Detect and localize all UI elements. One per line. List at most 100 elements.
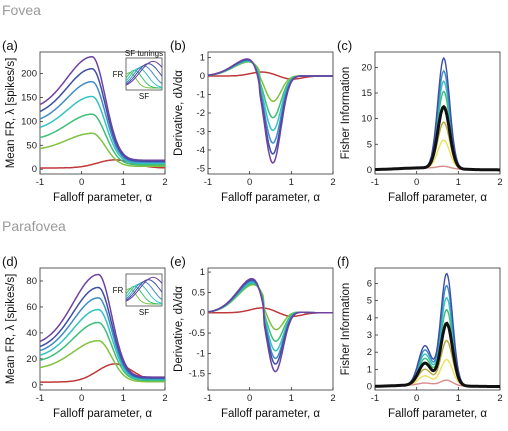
y-tick-label: 4	[367, 313, 372, 324]
y-tick-label: -4	[197, 145, 205, 156]
x-tick-label: 1	[121, 393, 126, 404]
series-line-2	[40, 113, 165, 166]
x-tick-label: -1	[371, 393, 379, 404]
series-group	[375, 272, 500, 388]
y-tick-label: 100	[21, 116, 37, 127]
y-tick-label: 3	[367, 330, 372, 341]
y-tick-label: 5	[367, 296, 372, 307]
x-tick-label: 0	[414, 393, 419, 404]
x-tick-label: 2	[497, 177, 502, 188]
inset-xlabel: SF	[139, 308, 149, 317]
plot-frame	[374, 267, 501, 391]
panel-e: (e) -1 0 1 2 1 0.5 0 -0.5 -1 -1.5 Falloff parameter…	[170, 254, 336, 420]
inset-sf-tunings: SF FR	[113, 273, 163, 317]
series-line-3	[40, 308, 165, 381]
y-tick-label: 0	[32, 164, 37, 175]
panel-label: (f)	[337, 254, 349, 269]
y-tick-label: 2	[367, 347, 372, 358]
x-axis-label: Falloff parameter, α	[53, 192, 152, 204]
x-tick-label: 0	[247, 393, 252, 404]
x-axis-label: Falloff parameter, α	[221, 192, 320, 204]
x-axis-label: Falloff parameter, α	[221, 408, 320, 420]
x-tick-label: 2	[330, 177, 335, 188]
series-group	[208, 277, 333, 373]
x-tick-label: 0	[79, 393, 84, 404]
series-line-4	[40, 80, 165, 163]
y-axis-label: Mean FR, λ [spikes/s]	[5, 58, 17, 169]
x-tick-label: -1	[204, 393, 212, 404]
panel-label: (b)	[170, 38, 186, 53]
series-line-mean	[375, 104, 500, 172]
x-tick-label: -1	[36, 177, 44, 188]
y-axis-label: Fisher Information	[340, 283, 352, 376]
x-tick-label: 1	[456, 177, 461, 188]
panel-a: (a) -1 0 1 2 0 50 100 150 200 Falloff parameter, α…	[2, 38, 168, 204]
y-tick-label: 20	[361, 62, 372, 73]
y-tick-label: -5	[197, 163, 205, 174]
series-line-6	[208, 277, 333, 373]
y-tick-label: 200	[21, 69, 37, 80]
inset-ylabel: FR	[113, 286, 124, 295]
inset-title: SF tunings	[125, 49, 163, 58]
inset-ylabel: FR	[113, 70, 124, 79]
y-tick-label: 0	[200, 308, 205, 319]
panel-label: (e)	[170, 254, 186, 269]
plot-frame	[39, 51, 166, 175]
series-line-1	[208, 61, 333, 102]
series-line-5	[40, 67, 165, 162]
x-tick-label: -1	[36, 393, 44, 404]
series-line-2	[40, 321, 165, 382]
inset-curve	[125, 67, 163, 88]
plot-frame	[207, 267, 334, 391]
x-tick-label: 1	[121, 177, 126, 188]
y-tick-label: 80	[26, 276, 37, 287]
row-title-fovea: Fovea	[2, 2, 41, 18]
y-tick-label: 10	[361, 114, 372, 125]
x-axis-label: Falloff parameter, α	[53, 408, 152, 420]
series-line-6	[40, 273, 165, 378]
series-line-6	[40, 56, 165, 161]
series-group	[208, 58, 333, 164]
y-tick-label: 40	[26, 328, 37, 339]
plot-frame	[39, 267, 166, 391]
y-tick-label: 1	[200, 267, 205, 278]
series-group	[375, 56, 500, 172]
y-tick-label: 1	[200, 53, 205, 64]
y-tick-label: 1	[367, 364, 372, 375]
y-tick-label: 150	[21, 92, 37, 103]
y-tick-label: -1.5	[189, 369, 205, 380]
inset-curve	[125, 279, 163, 301]
x-tick-label: 1	[289, 177, 294, 188]
x-axis-label: Falloff parameter, α	[388, 408, 487, 420]
x-tick-label: 2	[162, 393, 167, 404]
panel-label: (d)	[2, 254, 18, 269]
panel-b: (b) -1 0 1 2 1 0 -1 -2 -3 -4 -5 Falloff parameter, α…	[170, 38, 336, 204]
x-tick-label: 2	[162, 177, 167, 188]
y-tick-label: -2	[197, 108, 205, 119]
x-tick-label: 0	[247, 177, 252, 188]
y-tick-label: 20	[26, 354, 37, 365]
y-axis-label: Derivative, dλ/dα	[173, 70, 185, 156]
y-tick-label: -1	[197, 348, 205, 359]
y-tick-label: 0	[367, 165, 372, 176]
y-tick-label: -1	[197, 90, 205, 101]
x-tick-label: 2	[497, 393, 502, 404]
plot-frame	[374, 51, 501, 175]
series-line-5	[40, 286, 165, 379]
series-line-6	[208, 58, 333, 164]
row-title-parafovea: Parafovea	[2, 218, 66, 234]
y-tick-label: 60	[26, 302, 37, 313]
panel-label: (a)	[2, 38, 18, 53]
x-tick-label: 0	[79, 177, 84, 188]
series-line-1	[208, 283, 333, 331]
series-line-3	[40, 95, 165, 165]
y-tick-label: 50	[26, 140, 37, 151]
y-axis-label: Mean FR, λ [spikes/s]	[5, 274, 17, 385]
y-tick-label: 0	[32, 380, 37, 391]
y-tick-label: 0	[367, 382, 372, 393]
